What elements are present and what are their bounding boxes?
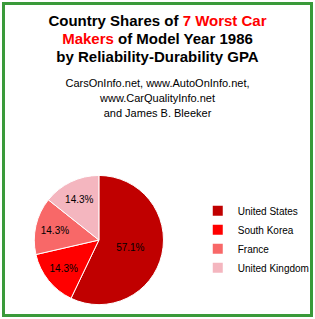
svg-text:South Korea: South Korea <box>238 225 294 236</box>
svg-text:14.3%: 14.3% <box>65 194 93 205</box>
html-text:CarsOnInfo.net, www.AutoOnInfo: CarsOnInfo.net, www.AutoOnInfo.net, <box>65 77 250 89</box>
html-text:Country Shares of 7 Worst Car: Country Shares of 7 Worst Car <box>48 12 267 29</box>
html-text:and James B. Bleeker: and James B. Bleeker <box>103 107 212 119</box>
html-text:Makers of Model Year 1986: Makers of Model Year 1986 <box>62 30 253 47</box>
html-text:www.CarQualityInfo.net: www.CarQualityInfo.net <box>100 92 215 104</box>
svg-text:United Kingdom: United Kingdom <box>238 263 309 274</box>
svg-text:57.1%: 57.1% <box>116 242 144 253</box>
html-text:by Reliability-Durability GPA: by Reliability-Durability GPA <box>56 48 259 65</box>
svg-text:14.3%: 14.3% <box>41 225 69 236</box>
svg-text:United States: United States <box>238 206 298 217</box>
svg-text:14.3%: 14.3% <box>49 263 77 274</box>
svg-text:France: France <box>238 244 270 255</box>
